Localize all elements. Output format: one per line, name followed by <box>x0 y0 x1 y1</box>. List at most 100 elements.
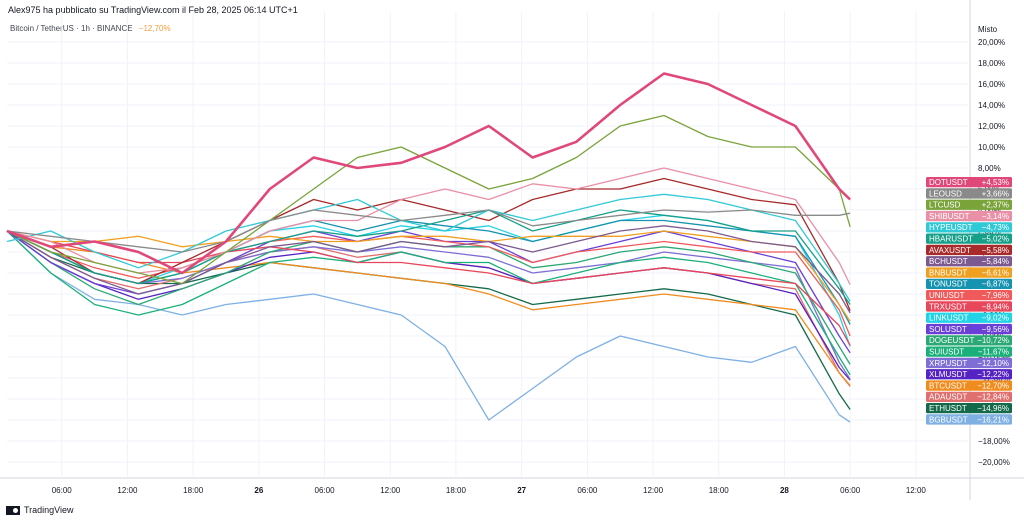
value-tag-name: DOGEUSDT <box>929 336 974 345</box>
brand-label: TradingView <box>24 505 74 515</box>
value-tag-solusdt <box>926 323 1012 335</box>
value-tag-name: XRPUSDT <box>929 359 967 368</box>
value-tag-change: +3,66% <box>982 189 1009 198</box>
value-tag-name: HBARUSDT <box>929 235 973 244</box>
value-tag-name: BNBUSDT <box>929 268 967 277</box>
x-tick-label: 06:00 <box>577 486 598 495</box>
series-line-suiusdt <box>6 230 851 376</box>
value-tag-bnbusdt <box>926 267 1012 278</box>
value-tag-name: LTCUSD <box>929 201 961 210</box>
value-tag-change: −8,94% <box>982 302 1009 311</box>
publisher-header: Alex975 ha pubblicato su TradingView.com… <box>8 5 298 15</box>
x-tick-label: 18:00 <box>446 486 467 495</box>
y-tick-label: 8,00% <box>978 164 1001 173</box>
series-line-ltcusd <box>6 114 851 285</box>
y-tick-label: −18,00% <box>978 437 1010 446</box>
y-tick-label: 20,00% <box>978 38 1005 47</box>
value-tag-name: HYPEUSDT <box>929 223 973 232</box>
value-tag-ltcusd <box>926 199 1012 210</box>
value-tag-name: DOTUSDT <box>929 178 968 187</box>
x-tick-label: 06:00 <box>315 486 336 495</box>
value-tag-name: SUIUSDT <box>929 348 964 357</box>
value-tag-name: TONUSDT <box>929 280 968 289</box>
symbol-change: −12,70% <box>138 24 171 33</box>
value-tag-bchusdt <box>926 256 1012 267</box>
value-tag-name: ETHUSDT <box>929 404 967 413</box>
series-line-dotusdt <box>6 72 852 275</box>
x-tick-label: 18:00 <box>183 486 204 495</box>
series-line-xlmusdt <box>6 230 851 381</box>
value-tag-name: SOLUSDT <box>929 325 967 334</box>
value-tag-name: BTCUSDT <box>929 381 967 390</box>
y-tick-label: −10,00% <box>978 353 1010 362</box>
series-line-hbarusdt <box>6 209 851 305</box>
value-tag-name: SHIBUSDT <box>929 212 970 221</box>
series-line-hypeusdt <box>6 193 851 302</box>
value-tag-linkusdt <box>926 312 1012 323</box>
value-tag-adausdt <box>926 391 1012 402</box>
value-tag-change: −14,96% <box>977 404 1009 413</box>
value-tag-change: −12,10% <box>977 359 1009 368</box>
value-tag-ethusdt <box>926 403 1012 414</box>
value-tag-uniusdt <box>926 290 1012 301</box>
value-tag-name: BCHUSDT <box>929 257 968 266</box>
value-tag-tonusdt <box>926 278 1012 289</box>
value-tag-name: BGBUSDT <box>929 415 968 424</box>
series-line-ethusdt <box>6 230 851 410</box>
value-tag-name: UNIUSDT <box>929 291 965 300</box>
value-tag-change: −5,58% <box>982 246 1009 255</box>
value-tag-name: ADAUSDT <box>929 393 967 402</box>
value-tag-shibusdt <box>926 210 1012 222</box>
series-line-xrpusdt <box>6 230 851 380</box>
scale-mode-label[interactable]: Misto <box>978 25 998 34</box>
series-line-uniusdt <box>6 230 851 337</box>
value-tag-change: −10,72% <box>977 336 1009 345</box>
value-tag-change: −5,02% <box>982 235 1009 244</box>
value-tag-change: −4,73% <box>982 223 1009 232</box>
value-tag-change: −12,70% <box>977 381 1009 390</box>
series-line-bnbusdt <box>6 230 851 322</box>
x-tick-label: 27 <box>517 486 526 495</box>
y-tick-label: 14,00% <box>978 101 1005 110</box>
value-tag-change: −12,22% <box>977 370 1009 379</box>
value-tag-name: TRXUSDT <box>929 302 967 311</box>
value-tag-trxusdt <box>926 301 1012 312</box>
value-tag-bgbusdt <box>926 414 1012 425</box>
y-tick-label: 10,00% <box>978 143 1005 152</box>
tradingview-logo-icon <box>6 505 20 515</box>
value-tag-name: AVAXUSDT <box>929 246 971 255</box>
series-line-shibusdt <box>6 167 851 285</box>
y-tick-label: 12,00% <box>978 122 1005 131</box>
series-line-adausdt <box>6 230 851 387</box>
series-line-leousd <box>6 209 851 253</box>
x-tick-label: 12:00 <box>643 486 664 495</box>
value-tag-name: LINKUSDT <box>929 314 969 323</box>
x-tick-label: 12:00 <box>906 486 927 495</box>
value-tag-hypeusdt <box>926 222 1012 233</box>
series-line-btcusdt <box>6 230 851 386</box>
value-tag-change: −3,14% <box>982 212 1009 221</box>
value-tag-change: +4,53% <box>982 178 1009 187</box>
value-tag-avaxusdt <box>926 244 1012 256</box>
series-line-bgbusdt <box>6 230 851 423</box>
value-tag-dogeusdt <box>926 335 1012 346</box>
y-tick-label: 18,00% <box>978 59 1005 68</box>
value-tag-change: −9,02% <box>982 314 1009 323</box>
y-tick-label: 16,00% <box>978 80 1005 89</box>
value-tag-name: LEOUSD <box>929 189 962 198</box>
symbol-label: Bitcoin / TetherUS · 1h · BINANCE <box>10 24 133 33</box>
value-tag-change: +2,37% <box>982 201 1009 210</box>
x-tick-label: 06:00 <box>840 486 861 495</box>
value-tag-suiusdt <box>926 346 1012 357</box>
value-tag-change: −11,67% <box>978 348 1009 357</box>
value-tag-dotusdt <box>926 177 1012 188</box>
value-tag-xrpusdt <box>926 357 1012 369</box>
x-tick-label: 28 <box>780 486 789 495</box>
x-tick-label: 12:00 <box>117 486 138 495</box>
value-tag-btcusdt <box>926 380 1012 391</box>
value-tag-change: −9,56% <box>982 325 1009 334</box>
symbol-legend: Bitcoin / TetherUS · 1h · BINANCE −12,70… <box>10 24 171 33</box>
value-tag-leousd <box>926 188 1012 199</box>
series-line-bchusdt <box>6 225 851 314</box>
